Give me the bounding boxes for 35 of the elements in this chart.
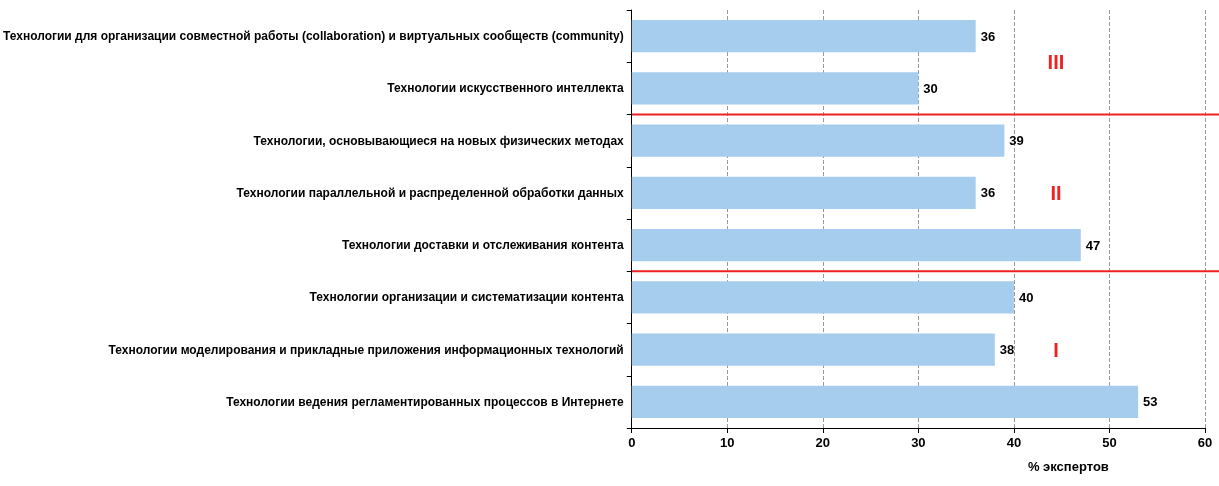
data-label: 36 <box>980 28 996 44</box>
x-tick-label: 60 <box>1197 435 1213 450</box>
annotation: III <box>1047 51 1065 74</box>
data-label: 30 <box>923 80 938 96</box>
bar <box>631 124 1005 157</box>
y-tick-label: Технологии ведения регламентированных процессов в Интернете <box>226 394 625 409</box>
y-tick-label: Технологии для организации совместной работы (collaboration) и виртуальных сообществ (community) <box>2 29 624 44</box>
x-tick-label: 50 <box>1102 435 1117 450</box>
data-label: 39 <box>1009 133 1024 149</box>
bar <box>631 72 919 105</box>
annotation: I <box>1053 338 1059 361</box>
y-tick-label: Технологии доставки и отслеживания контента <box>341 238 625 253</box>
data-label: 36 <box>980 185 996 201</box>
x-tick-label: 0 <box>628 435 636 450</box>
x-tick-label: 20 <box>815 435 831 450</box>
y-tick-label: Технологии организации и систематизации контента <box>309 290 625 305</box>
bar <box>631 333 995 366</box>
x-tick-label: 40 <box>1006 435 1022 450</box>
y-tick-label: Технологии, основывающиеся на новых физических методах <box>253 133 625 148</box>
data-label: 53 <box>1143 394 1158 410</box>
bar <box>631 176 976 210</box>
data-label: 38 <box>999 342 1015 358</box>
x-tick-label: 10 <box>720 435 735 450</box>
annotation: II <box>1050 181 1062 204</box>
y-tick-label: Технологии искусственного интеллекта <box>387 81 625 96</box>
bar <box>631 228 1081 262</box>
bar <box>631 281 1014 314</box>
data-label: 47 <box>1085 237 1101 253</box>
y-tick-label: Технологии моделирования и прикладные приложения информационных технологий <box>108 342 624 357</box>
data-label: 40 <box>1018 289 1034 305</box>
x-axis-title: % экспертов <box>1027 459 1109 474</box>
x-tick-label: 30 <box>911 435 926 450</box>
y-tick-label: Технологии параллельной и распределенной обработки данных <box>236 185 625 200</box>
bar <box>631 19 976 53</box>
bar <box>631 385 1139 419</box>
